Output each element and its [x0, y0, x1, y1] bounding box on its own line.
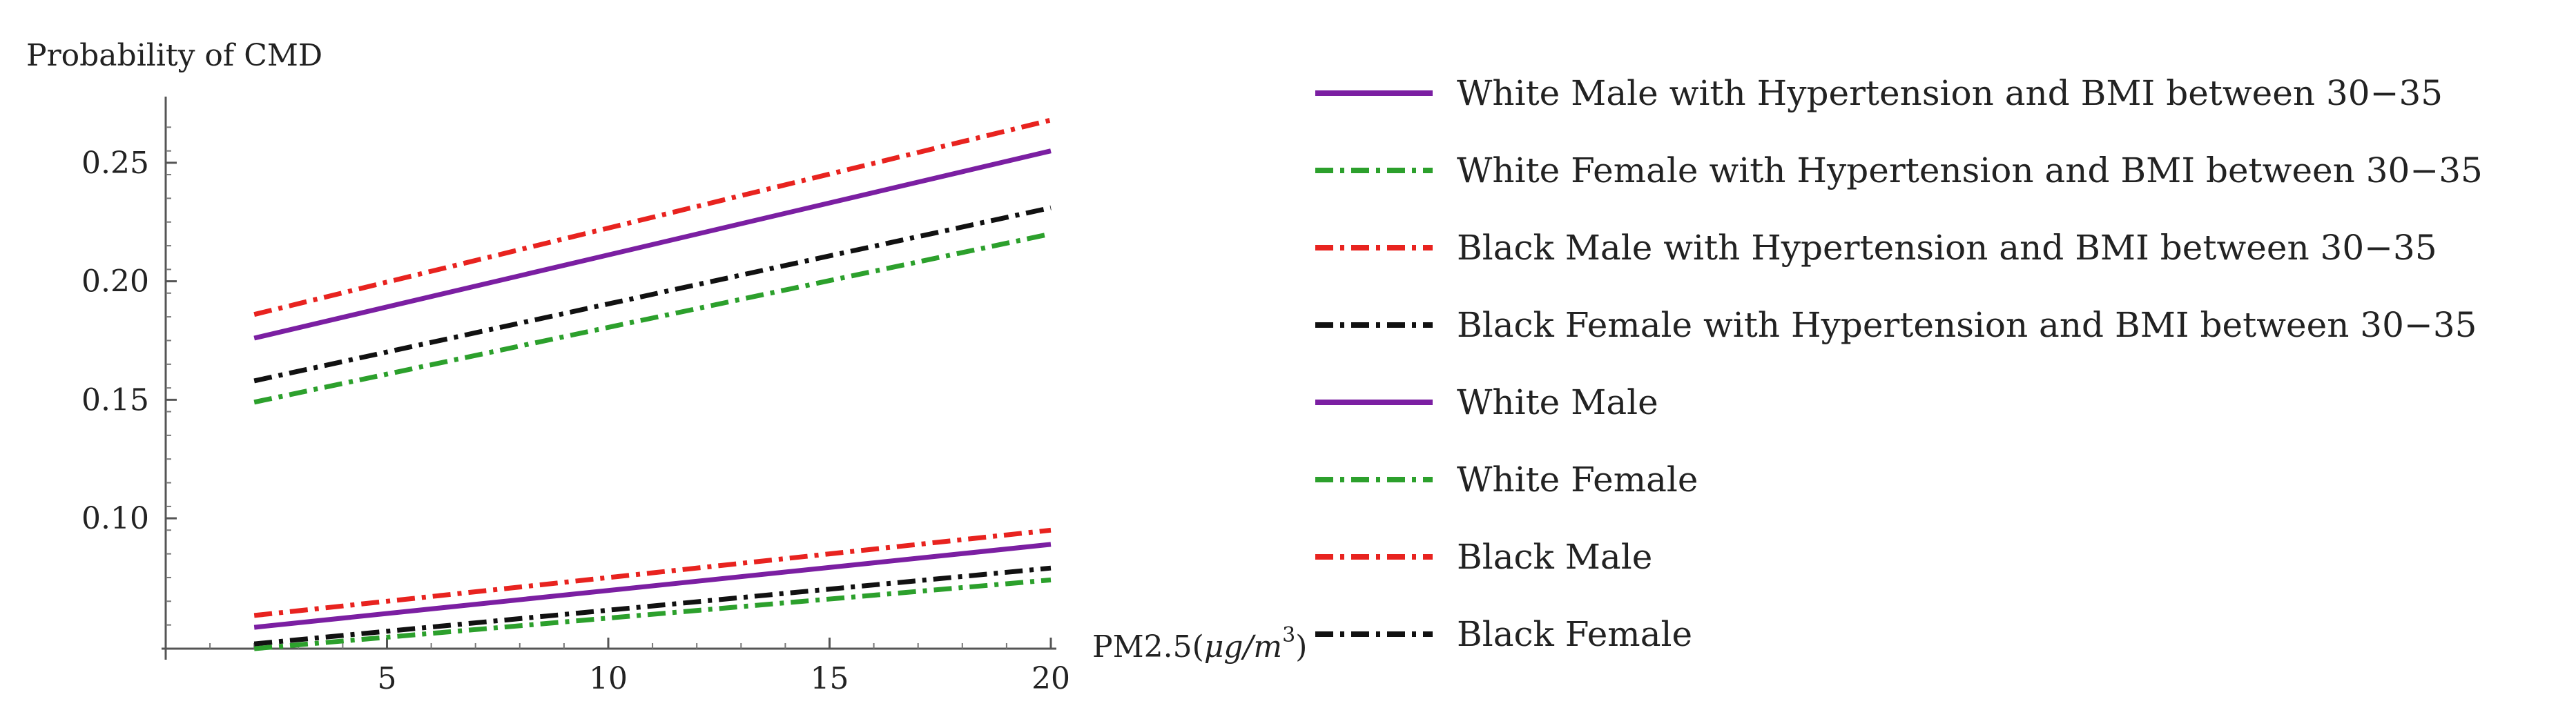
legend-label-7: Black Male — [1457, 537, 1652, 577]
series-line-4 — [253, 205, 1052, 384]
x-tick-label: 20 — [1032, 661, 1070, 696]
legend-label-4: Black Female with Hypertension and BMI b… — [1457, 305, 2477, 345]
x-tick-label: 5 — [378, 661, 397, 696]
series-line-5 — [253, 542, 1052, 630]
legend: White Male with Hypertension and BMI bet… — [1315, 73, 2483, 654]
series-line-8 — [253, 565, 1052, 647]
y-tick-label: 0.25 — [81, 146, 149, 181]
x-tick-label: 15 — [811, 661, 849, 696]
x-axis-title-close: ) — [1295, 629, 1307, 665]
series-line-7 — [253, 527, 1052, 618]
y-tick-label: 0.20 — [81, 264, 149, 299]
series-line-6 — [253, 577, 1052, 651]
legend-label-6: White Female — [1457, 460, 1698, 500]
legend-label-8: Black Female — [1457, 614, 1692, 654]
series-line-1 — [253, 148, 1052, 341]
series-line-3 — [253, 117, 1052, 317]
x-tick-label: 10 — [589, 661, 628, 696]
y-axis-title: Probability of CMD — [26, 38, 322, 73]
legend-label-2: White Female with Hypertension and BMI b… — [1457, 150, 2483, 190]
legend-label-1: White Male with Hypertension and BMI bet… — [1457, 73, 2443, 113]
plot-area: 0.10 0.15 0.20 0.25 5 10 15 20 — [81, 97, 1070, 696]
x-axis-title-exponent: 3 — [1282, 623, 1295, 647]
x-axis-title-g: g — [1223, 629, 1243, 665]
x-axis-title-prefix: PM2.5( — [1092, 629, 1204, 665]
y-tick-label: 0.10 — [81, 501, 149, 536]
series-line-2 — [253, 231, 1052, 405]
x-axis-title-mu: μ — [1204, 629, 1224, 665]
legend-label-3: Black Male with Hypertension and BMI bet… — [1457, 228, 2437, 268]
x-axis-title-m: /m — [1241, 629, 1283, 665]
y-tick-label: 0.15 — [81, 382, 149, 417]
x-axis-title: PM2.5(μg/m3) — [1092, 623, 1307, 665]
legend-label-5: White Male — [1457, 382, 1658, 422]
